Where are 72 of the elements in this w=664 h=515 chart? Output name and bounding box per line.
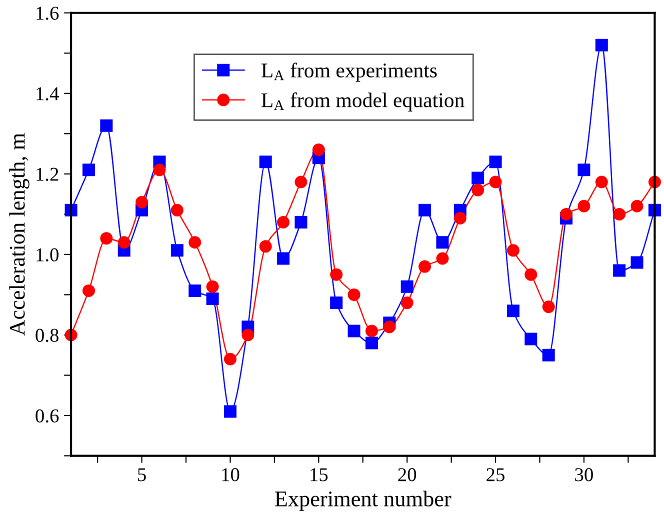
- legend-label: L$_{A}$ from experiments: [261, 62, 437, 82]
- point: [418, 204, 432, 216]
- point: [100, 119, 113, 132]
- point: [224, 352, 236, 366]
- point: [312, 144, 325, 156]
- point: [506, 304, 520, 318]
- y-tick-label: 1.2: [36, 168, 58, 181]
- point: [524, 332, 538, 346]
- point: [153, 164, 166, 176]
- point: [277, 252, 290, 265]
- y-axis-title: Acceleration length, m: [9, 133, 30, 336]
- y-tick-label: 0.8: [36, 328, 58, 342]
- point: [277, 216, 290, 228]
- point: [542, 300, 555, 314]
- point: [472, 184, 484, 196]
- point: [294, 176, 308, 188]
- point: [170, 244, 184, 257]
- point: [365, 324, 378, 338]
- y-tick-label: 1.0: [36, 248, 58, 262]
- point: [136, 196, 148, 208]
- x-tick-label: 30: [575, 468, 593, 482]
- point: [188, 284, 202, 297]
- point: [118, 236, 130, 249]
- point: [170, 204, 184, 216]
- point: [242, 328, 254, 342]
- y-tick-label: 0.6: [36, 409, 59, 423]
- x-tick-label: 5: [138, 468, 146, 482]
- point: [595, 38, 608, 52]
- point: [454, 212, 466, 224]
- legend-label: L$_{A}$ from model equation: [261, 92, 464, 112]
- point: [224, 405, 236, 418]
- point: [100, 232, 113, 245]
- point: [560, 208, 573, 220]
- point: [348, 324, 360, 338]
- y-tick-label: 1.4: [36, 87, 59, 100]
- x-tick-label: 20: [398, 468, 416, 482]
- point: [630, 200, 644, 212]
- point: [365, 336, 378, 350]
- point: [578, 164, 590, 176]
- point: [489, 176, 502, 188]
- point: [259, 156, 272, 168]
- point: [472, 172, 484, 184]
- point: [489, 156, 502, 168]
- point: [506, 244, 520, 257]
- x-tick-label: 10: [222, 468, 240, 482]
- point: [400, 280, 414, 293]
- point: [613, 264, 626, 277]
- point: [630, 256, 644, 269]
- point: [294, 216, 308, 228]
- point: [330, 268, 343, 281]
- point: [578, 200, 590, 212]
- point: [524, 268, 538, 281]
- point: [82, 164, 95, 176]
- point: [418, 260, 432, 273]
- point: [436, 252, 449, 265]
- point: [259, 240, 272, 253]
- x-tick-label: 25: [486, 468, 504, 482]
- point: [206, 292, 219, 305]
- point: [400, 296, 414, 310]
- point: [613, 208, 626, 220]
- point: [595, 176, 608, 188]
- point: [206, 280, 219, 293]
- point: [542, 348, 555, 362]
- point: [188, 236, 202, 249]
- x-axis-title: Experiment number: [274, 490, 452, 511]
- y-tick-label: 1.6: [36, 6, 59, 20]
- point: [436, 236, 449, 249]
- point: [383, 320, 396, 334]
- point: [82, 284, 95, 297]
- point: [348, 288, 360, 301]
- point: [330, 296, 343, 310]
- x-tick-label: 15: [310, 468, 328, 482]
